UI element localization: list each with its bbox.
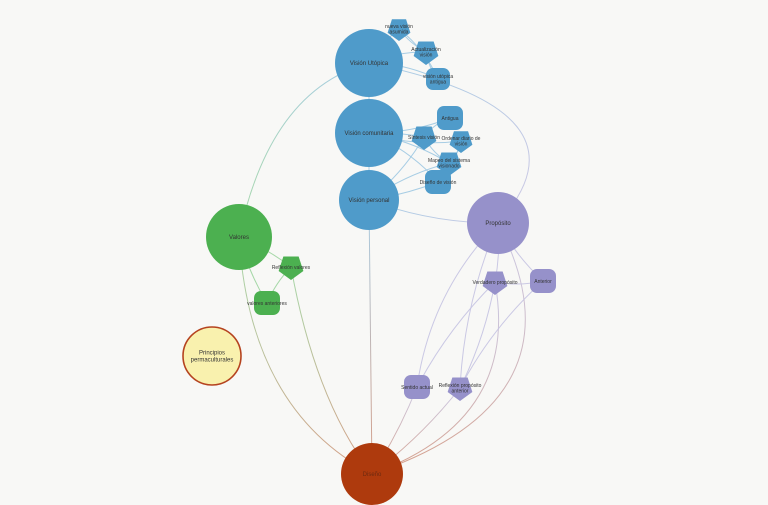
edge-valores--diseno[interactable] [238,236,373,475]
edge-vision-utopica--proposito[interactable] [368,62,530,224]
node-vision-utopica[interactable]: Visión Utópica [335,29,403,97]
square-shape-antigua[interactable] [437,106,463,130]
pentagon-shape-nueva-vision-asumida[interactable] [387,19,411,41]
node-proposito[interactable]: Propósito [467,192,529,254]
node-sintesis-vision[interactable]: Síntesis visión [408,126,440,150]
edge-anterior--reflexion-proposito-anterior[interactable] [459,280,544,389]
node-diseno[interactable]: Diseño [341,443,403,505]
square-shape-diseno-de-vision[interactable] [425,170,451,194]
circle-shape-vision-comunitaria[interactable] [335,99,403,167]
edge-verdadero-proposito--sentido-actual[interactable] [416,281,496,388]
node-reflexion-valores[interactable]: Reflexión valores [272,256,311,280]
edge-diseno--vision-personal[interactable] [368,199,373,475]
pentagon-shape-verdadero-proposito[interactable] [482,271,508,295]
node-vision-utopica-antigua[interactable]: visión utópica antigua [423,68,454,90]
pentagon-shape-reflexion-valores[interactable] [278,256,304,280]
circle-shape-vision-personal[interactable] [339,170,399,230]
node-sentido-actual[interactable]: Sentido actual [401,375,433,399]
node-anterior[interactable]: Anterior [530,269,556,293]
edge-reflexion-valores--diseno[interactable] [290,266,373,475]
node-vision-comunitaria[interactable]: Visión comunitaria [335,99,403,167]
node-vision-personal[interactable]: Visión personal [339,170,399,230]
circle-shape-vision-utopica[interactable] [335,29,403,97]
edge-diseno--verdadero-proposito[interactable] [371,281,499,475]
node-antigua[interactable]: Antigua [437,106,463,130]
circle-shape-valores[interactable] [206,204,272,270]
pentagon-shape-sintesis-vision[interactable] [411,126,437,150]
circle-shape-proposito[interactable] [467,192,529,254]
pentagon-shape-reflexion-proposito-anterior[interactable] [447,377,473,401]
square-shape-vision-utopica-antigua[interactable] [426,68,450,90]
pentagon-shape-ordenar-diario-vision[interactable] [449,131,473,153]
edge-verdadero-proposito--reflexion-proposito-anterior[interactable] [459,281,496,389]
square-shape-anterior[interactable] [530,269,556,293]
circle-shape-diseno[interactable] [341,443,403,505]
square-shape-valores-anteriores[interactable] [254,291,280,315]
node-reflexion-proposito-anterior[interactable]: Reflexión propósito anterior [439,377,482,401]
circle-shape-principios-permaculturales[interactable] [182,326,242,386]
node-valores[interactable]: Valores [206,204,272,270]
edge-diseno--proposito[interactable] [371,222,526,475]
pentagon-shape-actualizacion-vision[interactable] [413,41,439,65]
square-shape-sentido-actual[interactable] [404,375,430,399]
node-principios-permaculturales[interactable]: Principios permaculturales [182,326,242,386]
node-valores-anteriores[interactable]: valores anteriores [247,291,287,315]
